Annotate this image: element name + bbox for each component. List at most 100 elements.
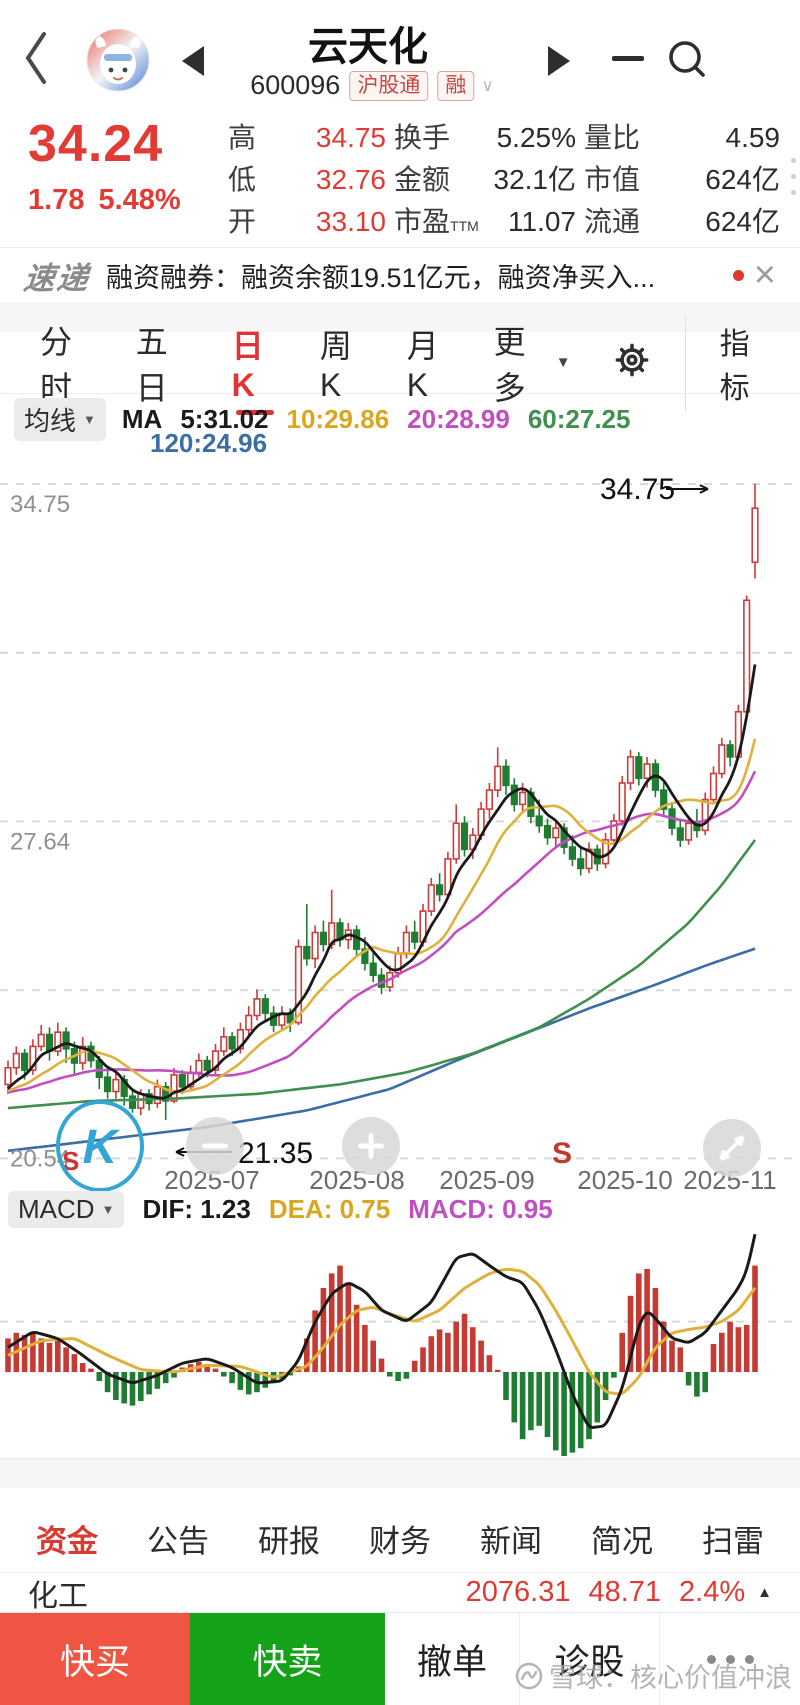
zoom-out-button[interactable] [186, 1117, 244, 1175]
svg-text:27.64: 27.64 [10, 828, 70, 855]
quote-panel: 34.24 1.78 5.48% 高 34.75 换手 5.25% 量比 4.59 低 32.7… [0, 112, 800, 247]
stat-label-sub: TTM [450, 218, 479, 234]
cancel-order-button[interactable]: 撤单 [385, 1613, 520, 1705]
sector-pct: 2.4% [679, 1576, 746, 1608]
ma-item-0: 5:31.02 [180, 404, 269, 434]
badge-margin[interactable]: 融 [437, 70, 475, 101]
indicator-button[interactable]: 指标 [684, 314, 774, 411]
change-percent: 5.48% [98, 184, 181, 216]
stat-value: 624亿 [705, 206, 780, 237]
tab-分时[interactable]: 分时 [40, 323, 73, 406]
dea-value: DEA: 0.75 [268, 1193, 391, 1224]
svg-text:2025-09: 2025-09 [439, 1165, 534, 1195]
news-bar[interactable]: 速递 融资融券：融资余额19.51亿元，融资净买入... × [0, 247, 800, 302]
tab-月K[interactable]: 月K [406, 328, 439, 403]
ma10-line [7, 738, 757, 1094]
period-tabs: 分时 五日 日K 周K 月K [0, 317, 452, 409]
stat-label: 换手 [394, 122, 451, 153]
tab-周K[interactable]: 周K [319, 328, 352, 403]
tab-more-label: 更多 [493, 323, 526, 406]
stat-label: 金额 [394, 164, 451, 195]
ma120-line [7, 947, 756, 1153]
badge-caret-icon[interactable]: ∨ [481, 75, 494, 95]
macd-dropdown[interactable]: MACD ▼ [8, 1190, 125, 1228]
sector-index: 2076.31 [465, 1576, 571, 1608]
zoom-in-button[interactable] [342, 1117, 400, 1175]
ma60-line [7, 839, 757, 1110]
quote-stats: 高 34.75 换手 5.25% 量比 4.59 低 32.76 金额 32.1亿 市值 624亿开 3… [228, 116, 780, 242]
next-stock-icon[interactable] [548, 46, 570, 76]
current-price: 34.24 [28, 115, 164, 173]
bottom-tab-财务[interactable]: 财务 [369, 1524, 431, 1559]
diagnose-button[interactable]: 诊股 [520, 1613, 660, 1705]
bottom-tab-公告[interactable]: 公告 [147, 1524, 209, 1559]
ma-dropdown[interactable]: 均线 ▼ [14, 398, 106, 441]
stat-cell-7: 市盈TTM 11.07 [394, 200, 576, 242]
high-annotation: 34.75 [600, 473, 675, 506]
chevron-down-icon: ▼ [101, 1201, 115, 1217]
ma20-line [7, 770, 757, 1094]
bottom-tab-扫雷[interactable]: 扫雷 [702, 1524, 764, 1559]
collapse-arrow-icon[interactable]: ▲ [757, 1584, 772, 1601]
gear-icon[interactable] [609, 337, 655, 388]
stat-value: 11.07 [508, 206, 576, 237]
prev-stock-icon[interactable] [182, 46, 204, 76]
bottom-tab-资金[interactable]: 资金 [36, 1524, 98, 1559]
stat-value: 34.75 [315, 122, 386, 153]
bottom-tab-新闻[interactable]: 新闻 [480, 1524, 542, 1559]
quick-sell-button[interactable]: 快卖 [190, 1613, 385, 1705]
period-tab-bar: 分时 五日 日K 周K 月K 更多 ▼ 指标 [0, 314, 800, 411]
stat-cell-3: 低 32.76 [228, 158, 386, 200]
search-icon[interactable] [666, 38, 710, 87]
news-text[interactable]: 融资融券：融资余额19.51亿元，融资净买入... [106, 262, 656, 293]
tab-more[interactable]: 更多 ▼ [494, 317, 571, 409]
candles-layer [4, 484, 759, 1120]
macd-legend: MACD ▼ DIF: 1.23 DEA: 0.75 MACD: 0.95 [0, 1190, 800, 1228]
tab-五日[interactable]: 五日 [135, 323, 168, 406]
more-actions-button[interactable] [660, 1613, 800, 1705]
sell-signal-marker: S [552, 1137, 572, 1170]
gridlines [0, 483, 800, 1160]
annotations: 34.75 21.35 S S [62, 473, 709, 1176]
dif-line [7, 1233, 757, 1429]
stat-value: 5.25% [496, 122, 576, 153]
bottom-tab-研报[interactable]: 研报 [258, 1524, 320, 1559]
macd-chart[interactable] [0, 1224, 800, 1458]
kline-mode-button[interactable]: K [56, 1100, 144, 1192]
minimize-icon[interactable] [612, 56, 644, 61]
unread-dot [732, 269, 744, 281]
bottom-tab-简况[interactable]: 简况 [591, 1524, 653, 1559]
stat-cell-4: 金额 32.1亿 [394, 158, 576, 200]
tab-日K[interactable]: 日K [232, 321, 278, 404]
stat-label: 流通 [584, 206, 641, 237]
low-annotation: 21.35 [238, 1137, 313, 1170]
svg-text:34.75: 34.75 [10, 491, 70, 518]
sell-signal-marker-left: S [62, 1146, 79, 1176]
sector-row[interactable]: 化工 2076.31 48.71 2.4% ▲ [0, 1572, 800, 1613]
quick-buy-button[interactable]: 快买 [0, 1613, 190, 1705]
stat-cell-0: 高 34.75 [228, 116, 386, 158]
stat-value: 624亿 [705, 164, 780, 195]
news-logo: 速递 [21, 260, 92, 296]
ma-values: 5:31.02 10:29.86 20:28.99 60:27.25 [162, 404, 630, 435]
stat-label: 市值 [584, 164, 641, 195]
badge-hgt[interactable]: 沪股通 [349, 70, 429, 101]
back-icon[interactable] [20, 28, 50, 93]
stat-label: 低 [228, 164, 257, 195]
action-bar: 快买 快卖 撤单 诊股 [0, 1612, 800, 1705]
x-axis-labels: 2025-07 2025-08 2025-09 2025-10 2025-11 [164, 1165, 776, 1195]
dea-line [7, 1267, 757, 1396]
avatar[interactable] [86, 28, 150, 92]
ma-dropdown-label: 均线 [24, 406, 77, 436]
stat-cell-5: 市值 624亿 [584, 158, 780, 200]
svg-text:2025-10: 2025-10 [577, 1165, 672, 1195]
expand-button[interactable] [703, 1119, 761, 1177]
close-icon[interactable]: × [753, 254, 776, 296]
ma-item-1: 10:29.86 [286, 404, 390, 434]
ma-item-3: 60:27.25 [527, 404, 631, 434]
header: 云天化 600096 沪股通 融 ∨ [0, 0, 800, 112]
more-handle-icon[interactable] [791, 158, 796, 195]
ma-item-2: 20:28.99 [407, 404, 510, 434]
stat-cell-6: 开 33.10 [228, 200, 386, 242]
